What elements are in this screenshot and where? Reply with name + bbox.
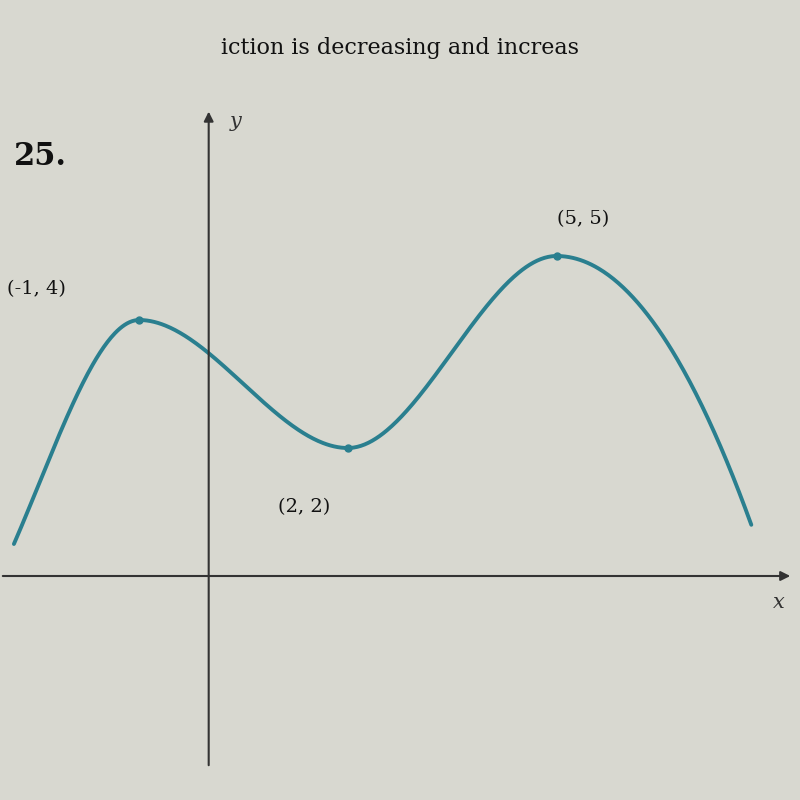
Text: x: x: [774, 593, 785, 612]
Text: (5, 5): (5, 5): [557, 210, 609, 228]
Text: 25.: 25.: [14, 141, 67, 172]
Text: (2, 2): (2, 2): [278, 498, 330, 516]
Text: (-1, 4): (-1, 4): [7, 280, 66, 298]
Text: y: y: [230, 112, 242, 131]
Text: iction is decreasing and increas: iction is decreasing and increas: [221, 37, 579, 59]
